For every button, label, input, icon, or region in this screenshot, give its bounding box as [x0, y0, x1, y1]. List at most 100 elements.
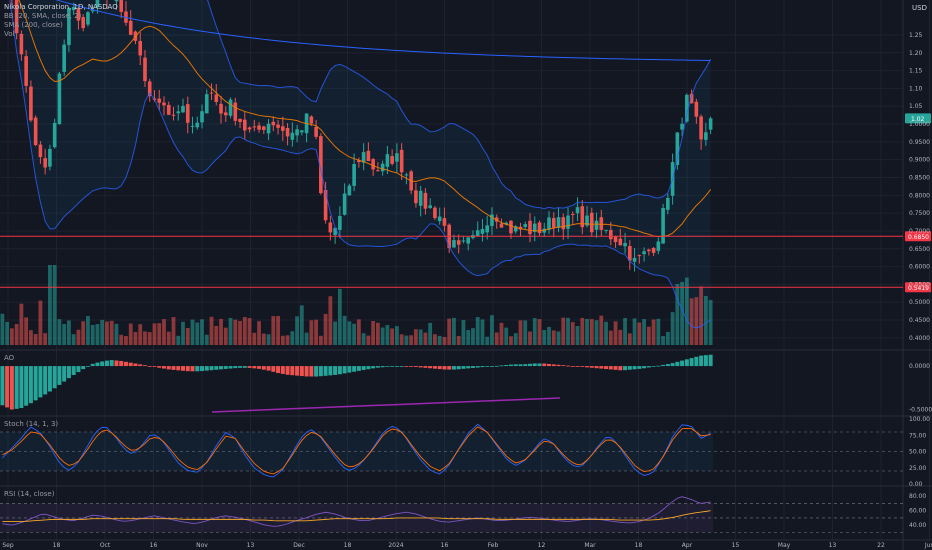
- candle-body: [52, 122, 57, 148]
- volume-bar: [428, 322, 433, 345]
- rsi-line: [2, 496, 711, 527]
- volume-bar: [333, 321, 338, 345]
- volume-bar: [257, 321, 261, 345]
- candle-body: [162, 102, 166, 106]
- candle-body: [466, 237, 471, 244]
- volume-bar: [366, 335, 371, 345]
- candle-body: [119, 0, 124, 12]
- candle-body: [675, 132, 680, 165]
- vol-indicator-label[interactable]: Vol: [4, 30, 15, 38]
- candle-body: [171, 114, 176, 116]
- ao-bar: [95, 362, 100, 367]
- price-tick-label: 0.5500: [909, 281, 930, 288]
- bb-indicator-label[interactable]: BB (20, SMA, close, 2): [4, 12, 82, 20]
- volume-bar: [314, 319, 318, 345]
- ao-bar: [123, 361, 128, 367]
- candle-body: [528, 220, 532, 235]
- stoch-tick-label: 50.00: [909, 449, 926, 456]
- volume-bar: [689, 298, 694, 345]
- candle-body: [433, 207, 437, 219]
- ao-bar: [304, 366, 309, 377]
- ao-bar: [461, 366, 466, 369]
- candle-body: [219, 103, 223, 114]
- ao-bar: [276, 366, 281, 374]
- volume-bar: [124, 336, 128, 345]
- ao-bar: [138, 364, 143, 367]
- volume-bar: [280, 335, 285, 345]
- ao-bar: [66, 366, 71, 379]
- ao-bar: [47, 366, 52, 392]
- volume-bar: [299, 305, 304, 345]
- stoch-tick-label: 75.00: [909, 432, 926, 439]
- candle-body: [228, 99, 233, 116]
- ao-bar: [371, 366, 376, 369]
- price-tick-label: 0.5000: [909, 299, 930, 306]
- ao-bar: [642, 366, 647, 369]
- candle-body: [19, 33, 24, 55]
- candle-body: [62, 44, 66, 72]
- ao-bar: [128, 362, 133, 367]
- ao-bar: [62, 366, 67, 382]
- candle-body: [238, 118, 242, 122]
- volume-bar: [466, 329, 471, 345]
- volume-bar: [323, 313, 328, 345]
- price-tick-label: 0.8000: [909, 192, 930, 199]
- ao-bar: [523, 364, 528, 367]
- volume-bar: [28, 330, 33, 345]
- candle-body: [480, 228, 485, 234]
- ao-bar: [570, 366, 575, 367]
- rsi-tick-label: 80.00: [909, 493, 926, 500]
- bollinger-basis: [18, 0, 712, 238]
- ao-bar: [295, 366, 300, 376]
- volume-bar: [604, 321, 608, 345]
- candle-body: [694, 101, 699, 117]
- volume-bar: [304, 332, 309, 345]
- ao-bar: [5, 366, 10, 408]
- volume-bar: [623, 317, 627, 345]
- ao-bar: [52, 366, 57, 389]
- candle-body: [314, 127, 318, 137]
- volume-bar: [261, 333, 266, 345]
- volume-bar: [642, 319, 646, 345]
- ao-bar: [104, 360, 109, 367]
- currency-label: USD: [912, 4, 927, 12]
- ao-bar: [661, 364, 666, 367]
- ao-bar: [404, 366, 409, 367]
- sma-indicator-label[interactable]: SMA (200, close): [4, 21, 63, 29]
- ao-bar: [451, 366, 456, 370]
- ao-bar: [556, 364, 561, 367]
- candle-body: [561, 217, 566, 230]
- candle-body: [575, 207, 580, 214]
- rsi-pane-label[interactable]: RSI (14, close): [4, 490, 55, 498]
- stoch-d-line: [2, 426, 711, 475]
- candle-body: [642, 251, 646, 255]
- ao-bar: [38, 366, 43, 398]
- volume-bar: [162, 319, 166, 345]
- ao-bar: [285, 366, 290, 375]
- stoch-pane-label[interactable]: Stoch (14, 1, 3): [4, 420, 59, 428]
- ao-bar: [233, 366, 238, 369]
- ao-pane-label[interactable]: AO: [4, 354, 15, 362]
- bollinger-lower: [9, 0, 711, 329]
- ao-bar: [689, 358, 694, 367]
- ao-bar: [528, 363, 532, 367]
- candle-body: [247, 127, 252, 130]
- volume-bar: [233, 319, 238, 345]
- candle-body: [233, 102, 238, 121]
- level-tag: [905, 231, 931, 242]
- volume-bar: [651, 319, 656, 345]
- candle-body: [637, 255, 642, 257]
- candle-body: [252, 126, 257, 128]
- volume-bar: [252, 332, 257, 345]
- volume-bar: [71, 334, 76, 345]
- ao-bar: [675, 361, 680, 367]
- symbol-title[interactable]: Nikola Corporation, 1D, NASDAQ: [4, 3, 118, 11]
- ao-bar: [670, 363, 675, 367]
- volume-bar: [575, 326, 580, 345]
- ao-bar: [518, 364, 523, 367]
- price-tick-label: 0.7500: [909, 210, 930, 217]
- volume-bar: [637, 322, 642, 345]
- ao-bar: [703, 355, 708, 367]
- volume-bar: [447, 318, 452, 345]
